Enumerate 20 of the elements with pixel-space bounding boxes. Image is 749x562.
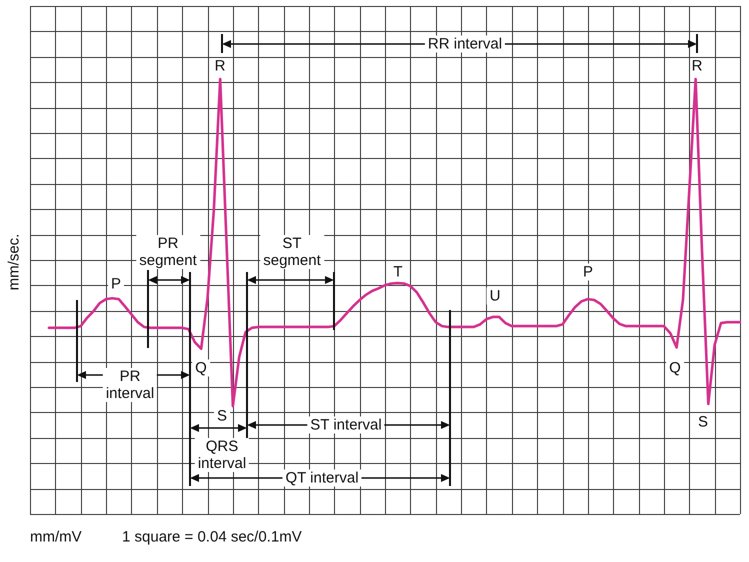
text: mm/mV — [30, 528, 82, 546]
text: RR interval — [424, 36, 506, 52]
y-axis-title: mm/sec. — [6, 234, 22, 290]
annotation: S — [694, 414, 712, 430]
annotation: U — [486, 288, 504, 304]
annotation: QRS interval — [194, 438, 250, 472]
annotation: PR segment — [136, 235, 200, 269]
annotation: Q — [666, 360, 684, 376]
text: R — [214, 58, 226, 74]
annotation: P — [108, 276, 124, 292]
annotation: P — [580, 264, 596, 280]
text: 1 square = 0.04 sec/0.1mV — [122, 528, 302, 546]
annotation: ST interval — [307, 416, 385, 434]
annotation: Q — [192, 360, 210, 376]
annotation: PR interval — [102, 368, 158, 402]
annotation: ST segment — [260, 235, 324, 269]
annotation: S — [214, 408, 230, 424]
annotation: QT interval — [282, 470, 362, 486]
text: R — [692, 58, 702, 74]
annotation: T — [390, 264, 406, 280]
